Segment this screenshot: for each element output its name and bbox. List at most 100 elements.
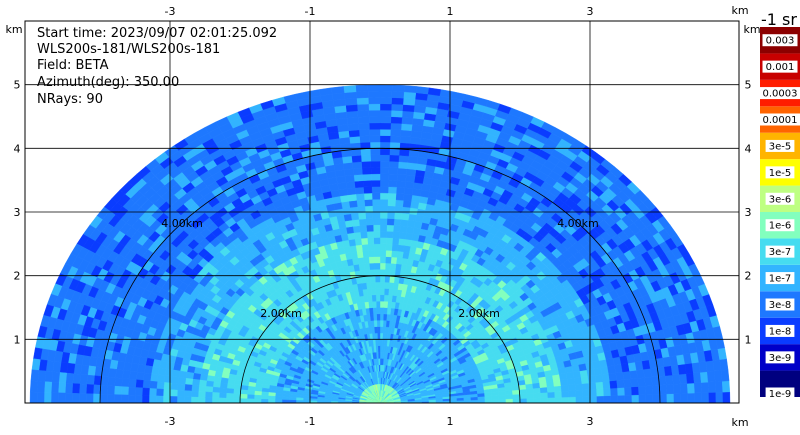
radar-gate: [383, 300, 389, 308]
radar-gate: [390, 122, 402, 131]
radar-gate: [379, 211, 388, 219]
radar-gate: [387, 301, 392, 309]
radar-gate: [367, 237, 375, 245]
radar-gate: [673, 383, 682, 394]
radar-gate: [379, 339, 383, 346]
colorbar-level-label: 3e-6: [769, 194, 792, 205]
radar-gate: [225, 397, 234, 403]
radar-gate: [392, 231, 400, 239]
y-tick-label-left: 2: [14, 270, 21, 283]
radar-gate: [375, 300, 381, 308]
radar-gate: [547, 391, 556, 398]
radar-gate: [637, 377, 646, 387]
radar-gate: [37, 370, 47, 382]
radar-gate: [391, 91, 405, 99]
radar-gate: [368, 256, 375, 264]
radar-gate: [176, 389, 185, 397]
radar-gate: [163, 375, 173, 384]
radar-gate: [389, 275, 395, 283]
x-tick-label-top: 3: [587, 5, 594, 18]
radar-gate: [615, 371, 624, 381]
radar-gate: [679, 373, 688, 385]
radar-gate: [623, 378, 632, 388]
radar-gate: [149, 380, 158, 390]
radar-gate: [57, 392, 66, 403]
radar-gate: [370, 160, 381, 168]
radar-gate: [354, 238, 362, 246]
x-unit-label: km: [731, 4, 748, 17]
radar-gate: [44, 370, 54, 383]
radar-gate: [246, 394, 255, 400]
y-tick-label-right: 4: [745, 142, 752, 155]
radar-gate: [356, 97, 369, 105]
radar-gate: [596, 388, 605, 397]
radar-gate: [368, 97, 381, 105]
radar-gate: [547, 397, 556, 403]
radar-gate: [610, 387, 619, 396]
radar-gate: [553, 379, 562, 387]
radar-gate: [561, 396, 570, 403]
radar-gate: [409, 207, 418, 216]
radar-gate: [379, 326, 384, 334]
radar-gate: [355, 84, 369, 92]
radar-gate: [673, 393, 682, 403]
radar-gate: [359, 224, 368, 233]
radar-gate: [192, 372, 201, 381]
radar-gate: [402, 251, 410, 260]
radar-gate: [388, 288, 394, 296]
radar-gate: [404, 181, 415, 189]
radar-gate: [387, 186, 397, 194]
radar-gate: [240, 389, 248, 395]
radar-gate: [157, 374, 166, 383]
radar-gate: [402, 200, 412, 208]
radar-gate: [108, 368, 117, 378]
radar-gate: [260, 399, 269, 403]
radar-gate: [573, 377, 583, 385]
radar-gate: [388, 161, 399, 169]
radar-gate: [659, 393, 668, 403]
radar-gate: [532, 387, 541, 394]
x-tick-label-top: -1: [305, 5, 316, 18]
radar-gate: [580, 376, 590, 384]
radar-gate: [403, 187, 414, 196]
radar-gate: [554, 397, 563, 403]
radar-gate: [218, 397, 227, 403]
radar-gate: [602, 380, 611, 390]
radar-gate: [141, 395, 150, 403]
radar-gate: [406, 168, 417, 177]
radar-gate: [239, 398, 248, 403]
radar-gate: [617, 387, 626, 396]
radar-gate: [352, 225, 361, 233]
radar-gate: [379, 160, 390, 168]
radar-gate: [379, 243, 387, 251]
radar-gate: [389, 135, 401, 143]
radar-gate: [355, 193, 365, 201]
radar-gate: [694, 382, 703, 394]
radar-gate: [491, 399, 500, 403]
radar-gate: [652, 393, 661, 403]
radar-gate: [589, 395, 598, 403]
radar-gate: [382, 326, 387, 334]
radar-gate: [350, 212, 360, 221]
y-tick-label-right: 5: [745, 79, 752, 92]
radar-gate: [183, 390, 192, 398]
radar-gate: [374, 256, 381, 264]
radar-gate: [379, 173, 389, 181]
radar-gate: [184, 377, 194, 386]
radar-gate: [170, 376, 180, 384]
radar-gate: [352, 167, 363, 176]
radar-gate: [79, 374, 88, 385]
radar-gate: [379, 300, 385, 308]
radar-gate: [360, 231, 368, 239]
radar-gate: [345, 104, 358, 112]
radar-gate: [400, 219, 409, 227]
radar-gate: [382, 332, 386, 340]
radar-gate: [386, 224, 394, 232]
radar-gate: [391, 250, 398, 258]
radar-gate: [379, 141, 391, 149]
colorbar-level-label: 1e-7: [769, 274, 792, 285]
radar-gate: [29, 380, 39, 393]
radar-gate: [568, 396, 577, 403]
radar-gate: [391, 97, 404, 105]
